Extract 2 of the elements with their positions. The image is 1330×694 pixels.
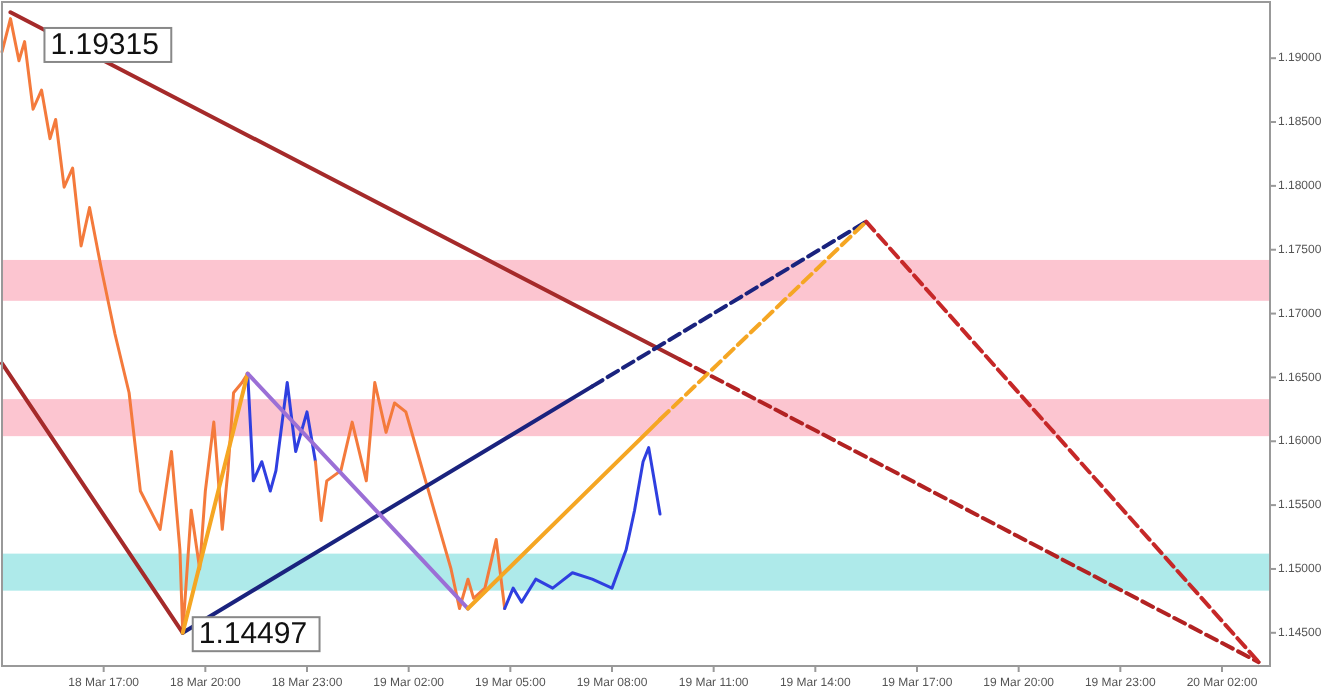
annotation: 1.19315	[50, 27, 159, 62]
annotation: 1.14497	[198, 617, 308, 652]
